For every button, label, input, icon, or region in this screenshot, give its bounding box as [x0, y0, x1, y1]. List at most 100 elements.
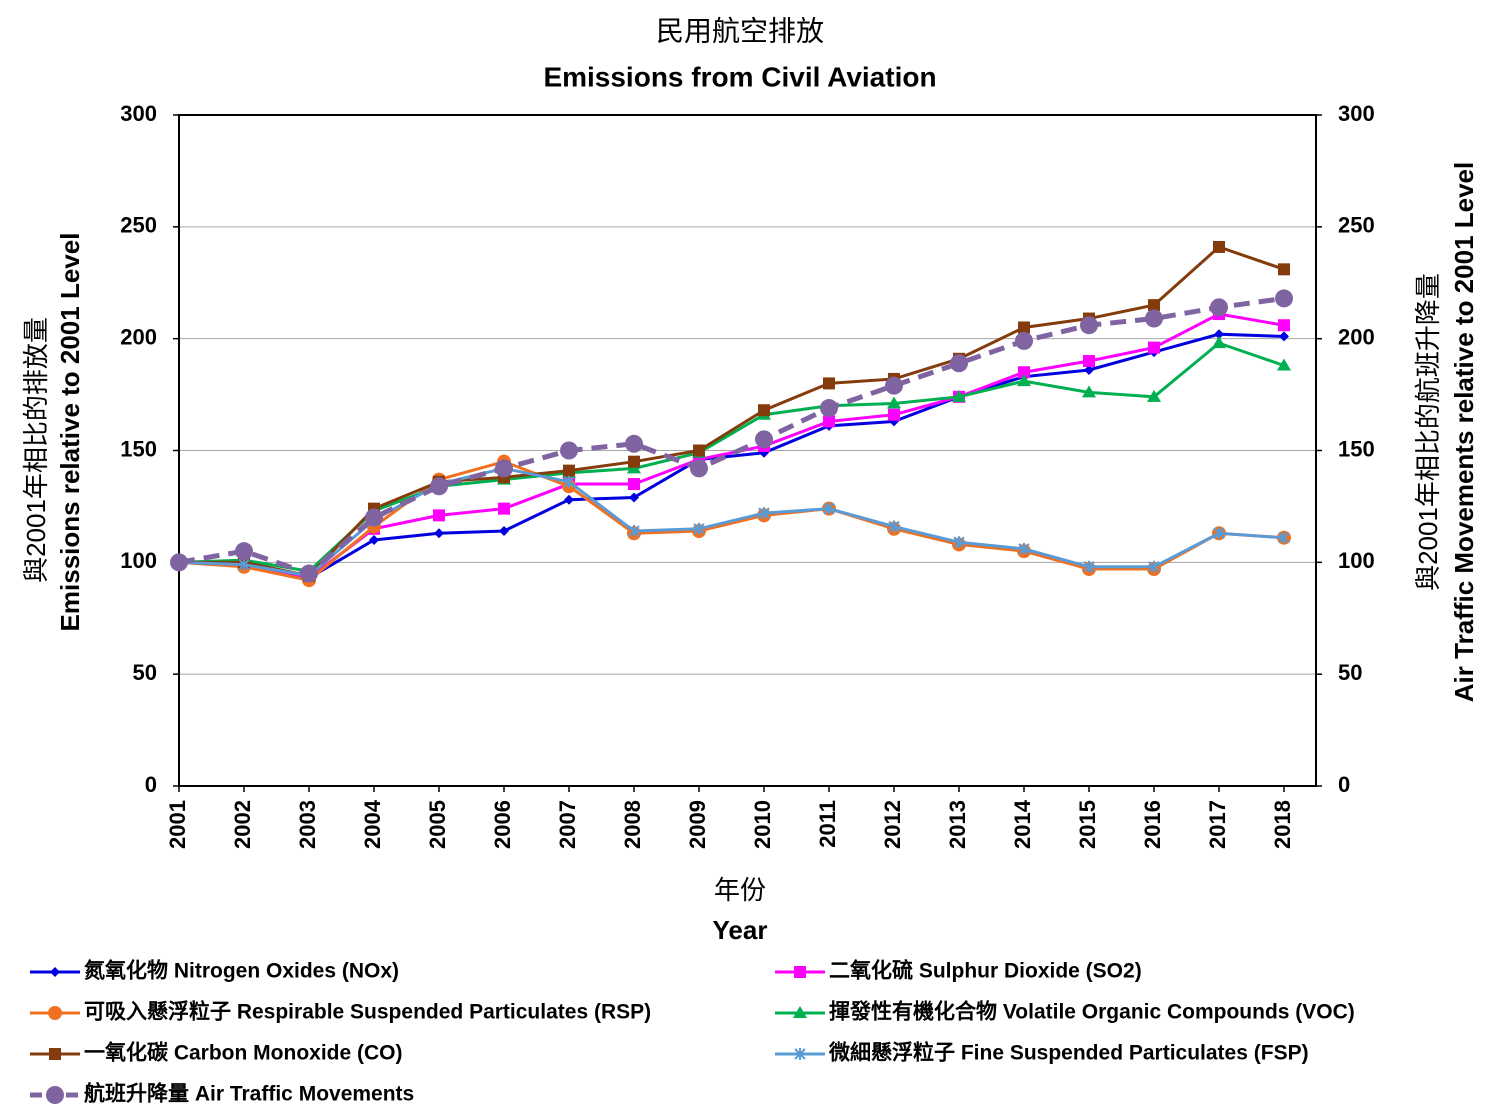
- data-point: [564, 494, 574, 505]
- y2-tick-label: 150: [1338, 436, 1375, 461]
- x-tick-label: 2015: [1075, 800, 1100, 849]
- legend-label: 可吸入懸浮粒子 Respirable Suspended Particulate…: [84, 1000, 651, 1024]
- data-point: [1080, 316, 1098, 335]
- data-point: [1148, 299, 1160, 312]
- legend-label: 一氧化碳 Carbon Monoxide (CO): [84, 1041, 403, 1065]
- data-point: [693, 522, 705, 535]
- data-point: [1278, 263, 1290, 276]
- data-point: [300, 564, 318, 583]
- data-point: [794, 1048, 806, 1060]
- data-point: [365, 508, 383, 527]
- y-tick-label: 250: [120, 213, 157, 238]
- x-tick-label: 2008: [620, 800, 645, 849]
- data-point: [758, 404, 770, 417]
- data-point: [170, 553, 188, 572]
- series-line: [178, 466, 1285, 578]
- data-point: [235, 542, 253, 561]
- series-line: [178, 295, 1285, 577]
- chart-subtitle: Emissions from Civil Aviation: [543, 61, 936, 92]
- data-point: [238, 558, 250, 571]
- data-point: [628, 478, 640, 491]
- data-point: [50, 967, 60, 977]
- x-axis-label: 年份: [714, 875, 766, 905]
- data-point: [1214, 329, 1224, 340]
- y-axis-label: Emissions relative to 2001 Level: [55, 233, 85, 632]
- data-point: [950, 354, 968, 373]
- data-point: [755, 430, 773, 449]
- data-point: [885, 376, 903, 395]
- data-point: [1083, 355, 1095, 368]
- y-tick-label: 0: [145, 772, 157, 797]
- data-point: [823, 502, 835, 515]
- data-point: [953, 536, 965, 549]
- data-point: [758, 507, 770, 520]
- data-point: [1278, 531, 1290, 544]
- data-point: [46, 1086, 64, 1104]
- x-tick-label: 2017: [1205, 800, 1230, 849]
- x-tick-label: 2001: [165, 800, 190, 849]
- y-tick-label: 50: [133, 660, 157, 685]
- data-point: [1084, 364, 1094, 375]
- data-point: [1145, 309, 1163, 328]
- legend-label: 揮發性有機化合物 Volatile Organic Compounds (VOC…: [829, 1000, 1355, 1024]
- data-point: [563, 475, 575, 488]
- x-tick-label: 2007: [555, 800, 580, 849]
- data-point: [793, 1006, 807, 1018]
- data-point: [1277, 358, 1291, 371]
- data-point: [430, 477, 448, 496]
- x-tick-label: 2002: [230, 800, 255, 849]
- data-point: [887, 396, 901, 409]
- x-tick-label: 2016: [1140, 800, 1165, 849]
- legend-label: 航班升降量 Air Traffic Movements: [84, 1082, 414, 1106]
- legend-label: 微細懸浮粒子 Fine Suspended Particulates (FSP): [828, 1041, 1309, 1065]
- data-point: [1212, 336, 1226, 349]
- data-point: [794, 966, 806, 978]
- x-tick-label: 2004: [360, 799, 385, 849]
- x-tick-label: 2014: [1010, 799, 1035, 849]
- x-tick-label: 2003: [295, 800, 320, 849]
- data-point: [433, 509, 445, 522]
- data-point: [820, 399, 838, 418]
- series-line: [178, 332, 1285, 580]
- data-point: [560, 441, 578, 460]
- data-point: [48, 1006, 62, 1020]
- data-point: [952, 389, 966, 402]
- data-point: [628, 455, 640, 468]
- data-point: [823, 415, 835, 428]
- data-point: [1147, 389, 1161, 402]
- y2-axis-label: 與2001年相比的航班升降量: [1413, 273, 1443, 591]
- data-point: [628, 525, 640, 538]
- y-tick-label: 100: [120, 548, 157, 573]
- x-tick-label: 2010: [750, 800, 775, 849]
- data-point: [495, 459, 513, 478]
- y2-tick-label: 300: [1338, 101, 1375, 126]
- legend-label: 二氧化硫 Sulphur Dioxide (SO2): [829, 959, 1142, 983]
- x-tick-label: 2006: [490, 800, 515, 849]
- x-tick-label: 2012: [880, 800, 905, 849]
- x-tick-label: 2005: [425, 800, 450, 849]
- data-point: [498, 502, 510, 515]
- y2-tick-label: 100: [1338, 548, 1375, 573]
- data-point: [1279, 331, 1289, 342]
- data-point: [629, 492, 639, 503]
- y2-tick-label: 50: [1338, 660, 1362, 685]
- data-point: [434, 528, 444, 539]
- data-point: [1210, 298, 1228, 317]
- series-line: [178, 460, 1285, 582]
- plot-area: [178, 114, 1317, 787]
- data-point: [690, 459, 708, 478]
- data-point: [1278, 319, 1290, 332]
- y2-tick-label: 200: [1338, 324, 1375, 349]
- data-point: [1017, 374, 1031, 387]
- y2-tick-label: 0: [1338, 772, 1350, 797]
- data-point: [1018, 321, 1030, 334]
- data-point: [369, 534, 379, 545]
- data-point: [1148, 341, 1160, 354]
- y2-axis-label: Air Traffic Movements relative to 2001 L…: [1449, 162, 1479, 702]
- x-tick-label: 2009: [685, 800, 710, 849]
- data-point: [888, 408, 900, 421]
- data-point: [1275, 289, 1293, 308]
- x-tick-label: 2011: [815, 800, 840, 848]
- data-point: [625, 434, 643, 453]
